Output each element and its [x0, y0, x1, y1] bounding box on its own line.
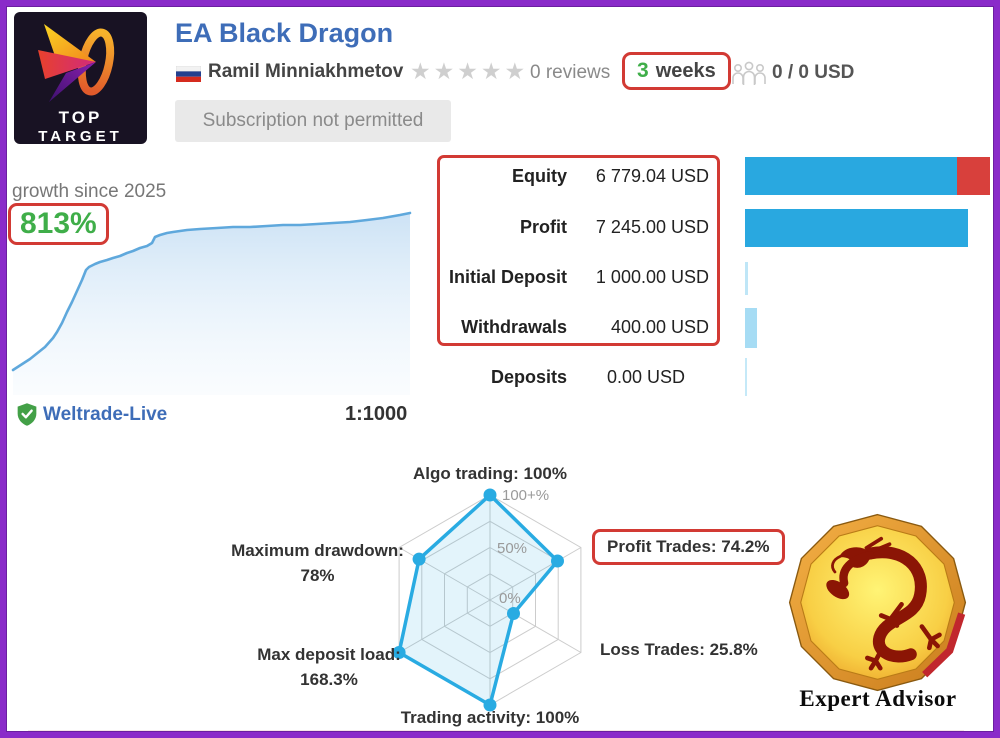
radar-data-point: [551, 554, 564, 568]
star-ring-icon: [38, 24, 115, 102]
stat-label: Profit: [520, 217, 567, 237]
stats-annotation-box: [437, 155, 720, 346]
stat-value: 1 000.00 USD: [595, 267, 709, 287]
signal-age-annotation: 3 weeks: [622, 52, 731, 90]
profit-trades-annotation: Profit Trades: 74.2%: [592, 529, 785, 565]
subscription-button[interactable]: Subscription not permitted: [175, 100, 451, 142]
dragon-icon: [826, 536, 942, 671]
radar-grid-spoke: [489, 599, 582, 653]
radar-ring-label-mid: 50%: [497, 540, 528, 557]
reviews-link[interactable]: 0 reviews: [530, 62, 611, 83]
broker-link[interactable]: Weltrade-Live: [43, 404, 168, 425]
radar-label-profit-trades: Profit Trades: 74.2%: [607, 537, 770, 556]
subscribers-icon: [732, 61, 766, 85]
stat-bar-segment: [745, 358, 747, 396]
stat-bar-segment: [745, 209, 968, 247]
stat-bar-segment: [745, 157, 957, 195]
radar-label-max-deposit-load: Max deposit load: 168.3%: [257, 645, 401, 689]
growth-chart: [11, 211, 412, 395]
stat-value: 7 245.00 USD: [595, 217, 709, 237]
next-section-edge: [28, 730, 964, 738]
logo-text-target: TARGET: [38, 128, 123, 144]
radar-data-point: [507, 607, 520, 620]
stat-value: 0.00 USD: [606, 367, 685, 387]
growth-caption: growth since 2025: [12, 181, 167, 202]
stat-label: Equity: [511, 166, 567, 186]
radar-grid-spoke: [398, 599, 491, 653]
logo-text-top: TOP: [58, 108, 103, 127]
stat-bar: [745, 262, 748, 295]
radar-label-maximum-drawdown: Maximum drawdown: 78%: [231, 541, 404, 585]
stat-bar-segment: [957, 157, 990, 195]
stat-bar-segment: [745, 262, 748, 295]
radar-ring-label-outer: 100+%: [502, 487, 550, 504]
radar-chart: [392, 488, 582, 712]
stat-bar: [745, 358, 747, 396]
verified-shield-icon: [17, 403, 37, 426]
stat-label: Withdrawals: [461, 317, 567, 337]
radar-grid-spoke: [489, 547, 582, 601]
rating-stars[interactable]: ★★★★★: [410, 58, 529, 84]
radar-data-point: [392, 646, 406, 659]
radar-data-point: [483, 488, 497, 502]
dragon-coin-logo: [788, 513, 967, 692]
stat-label: Deposits: [490, 367, 567, 387]
radar-data-polygon: [397, 493, 560, 707]
subscribers-count: 0 / 0 USD: [772, 62, 855, 83]
radar-data-point: [483, 698, 497, 712]
stat-bar: [745, 157, 990, 195]
radar-data-point: [412, 552, 426, 566]
stat-value: 400.00 USD: [610, 317, 709, 337]
signal-age-unit: weeks: [655, 60, 716, 82]
radar-ring-label-center: 0%: [499, 590, 521, 607]
coin-caption: Expert Advisor: [799, 686, 957, 711]
russia-flag-icon: [176, 66, 201, 82]
growth-line: [11, 211, 412, 372]
leverage-value: 1:1000: [345, 403, 408, 425]
radar-label-loss-trades: Loss Trades: 25.8%: [600, 640, 758, 659]
radar-label-trading-activity: Trading activity: 100%: [400, 708, 580, 727]
coin-red-edge: [922, 612, 966, 678]
stat-label: Initial Deposit: [448, 267, 567, 287]
stat-value: 6 779.04 USD: [595, 166, 709, 186]
growth-value-annotation: 813%: [8, 203, 109, 245]
stat-bar: [745, 209, 968, 247]
signal-age-number: 3: [637, 59, 649, 82]
radar-label-algo-trading: Algo trading: 100%: [413, 464, 567, 483]
stat-bar: [745, 308, 757, 348]
stat-bar-segment: [745, 308, 757, 348]
top-target-logo: TOP TARGET: [14, 12, 147, 144]
page-title: EA Black Dragon: [175, 18, 394, 48]
author-link[interactable]: Ramil Minniakhmetov: [208, 61, 404, 82]
